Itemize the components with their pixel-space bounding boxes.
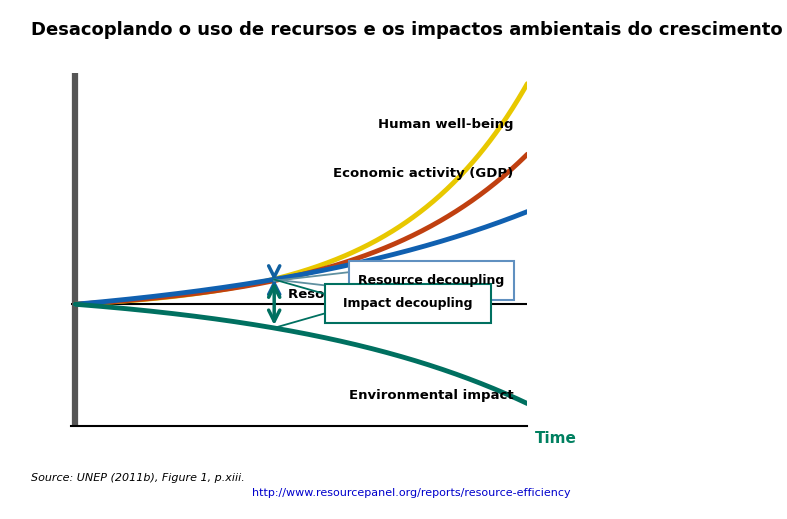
Text: Economic activity (GDP): Economic activity (GDP) — [334, 167, 514, 180]
Text: Source: UNEP (2011b), Figure 1, p.xiii.: Source: UNEP (2011b), Figure 1, p.xiii. — [31, 473, 246, 483]
Text: Impact decoupling: Impact decoupling — [343, 297, 473, 310]
Text: Environmental impact: Environmental impact — [349, 389, 514, 402]
Text: http://www.resourcepanel.org/reports/resource-efficiency: http://www.resourcepanel.org/reports/res… — [252, 488, 571, 498]
Text: Time: Time — [535, 431, 577, 446]
Text: Resource decoupling: Resource decoupling — [358, 274, 504, 286]
Text: Desacoplando o uso de recursos e os impactos ambientais do crescimento do PIB: Desacoplando o uso de recursos e os impa… — [31, 21, 787, 39]
Text: Resource use: Resource use — [288, 289, 388, 302]
Text: Human well-being: Human well-being — [379, 117, 514, 131]
